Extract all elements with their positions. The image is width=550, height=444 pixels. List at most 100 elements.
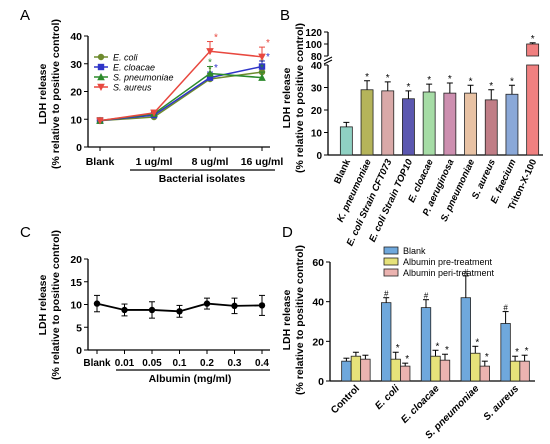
- legend-marker: [97, 83, 105, 91]
- y-tick-label: 30: [70, 59, 82, 71]
- panel-label: C: [20, 224, 31, 241]
- axis-break-mark: [323, 56, 333, 62]
- x-tick-label: Blank: [86, 156, 115, 168]
- significance-star: *: [448, 74, 452, 85]
- x-axis-title: Albumin (mg/ml): [149, 373, 232, 385]
- x-tick-label: 16 ug/ml: [241, 156, 284, 168]
- x-tick-label: 0.01: [115, 358, 135, 369]
- y-tick-label: 20: [312, 336, 324, 348]
- x-tick-label: Control: [329, 383, 362, 416]
- data-point: [231, 302, 238, 310]
- significance-mark: *: [405, 354, 409, 365]
- significance-star: *: [469, 76, 473, 87]
- bar-upper: [526, 43, 540, 57]
- y-tick-label: 80: [311, 52, 323, 63]
- y-tick-label: 120: [305, 28, 322, 39]
- bar: [350, 355, 362, 382]
- significance-star: *: [510, 76, 514, 87]
- legend-swatch: [383, 257, 399, 266]
- bar: [464, 92, 477, 156]
- bar: [509, 360, 521, 382]
- data-point: [93, 300, 101, 307]
- panel-label: D: [282, 224, 293, 241]
- bar: [439, 359, 451, 382]
- panel-label: A: [20, 7, 30, 24]
- legend-label: E. coli: [113, 53, 139, 63]
- panel-c: C 0 5 10 15 20 Blank 0.01 0.05 0.1 0.2 0.3 0.4 Albumi…: [20, 224, 270, 385]
- bar: [400, 365, 411, 382]
- x-axis-title: Bacterial isolates: [159, 173, 246, 185]
- bar: [381, 302, 392, 382]
- y-tick-label: 10: [70, 300, 82, 312]
- x-tick-label: E. coli: [373, 383, 402, 412]
- data-point: [258, 73, 266, 81]
- y-tick-label: 5: [76, 322, 82, 334]
- significance-star: *: [531, 34, 535, 45]
- significance-star: *: [260, 63, 264, 74]
- y-tick-label: 100: [305, 40, 322, 51]
- significance-star: *: [489, 81, 493, 92]
- bar: [402, 98, 415, 156]
- legend-label: Albumin peri-treatment: [403, 268, 495, 278]
- y-tick-label: 40: [70, 31, 82, 43]
- significance-star: *: [386, 73, 390, 84]
- bar: [420, 307, 432, 382]
- y-tick-label: 10: [70, 114, 82, 126]
- x-tick-label: Blank: [83, 358, 111, 369]
- y-tick-label: 0: [316, 151, 322, 162]
- y-tick-label: 0: [76, 142, 82, 154]
- y-axis-title-line-2: (% relative to positive control): [294, 245, 306, 395]
- data-point: [148, 306, 156, 314]
- significance-mark: *: [436, 341, 440, 352]
- significance-star: *: [427, 75, 431, 86]
- bar: [460, 297, 471, 382]
- y-tick-label: 10: [311, 129, 323, 140]
- data-point: [150, 109, 158, 117]
- data-point: [176, 308, 183, 315]
- y-tick-label: 20: [70, 87, 82, 99]
- legend-label: S. aureus: [113, 83, 152, 93]
- significance-star: *: [365, 72, 369, 83]
- legend-marker: [97, 73, 105, 81]
- x-tick-label: 0.2: [200, 358, 214, 369]
- series-line-4: [99, 50, 263, 122]
- significance-mark: *: [445, 345, 449, 356]
- y-axis-title-line-1: LDH release: [37, 274, 49, 335]
- x-tick-label: 0.4: [255, 358, 269, 369]
- significance-mark: #: [384, 290, 389, 299]
- bar: [341, 360, 352, 382]
- data-point: [206, 48, 214, 56]
- bar: [505, 93, 519, 156]
- bar: [422, 91, 436, 156]
- bar: [443, 92, 457, 156]
- significance-star: *: [406, 82, 410, 93]
- bar: [519, 360, 530, 382]
- y-tick-label: 0: [76, 345, 82, 357]
- bar: [470, 352, 481, 382]
- significance-mark: #: [503, 304, 508, 313]
- y-axis-title-line-1: LDH release: [37, 63, 49, 124]
- y-tick-label: 20: [70, 254, 82, 266]
- legend-swatch: [383, 268, 399, 277]
- legend-label: Albumin pre-treatment: [403, 257, 493, 267]
- legend-marker: [97, 63, 105, 71]
- bar: [526, 64, 540, 156]
- bar: [360, 89, 374, 156]
- legend-label: Blank: [403, 246, 426, 256]
- bar: [390, 358, 401, 382]
- x-tick-label: S. aureus: [482, 383, 522, 423]
- bar: [500, 323, 511, 382]
- bar: [430, 355, 441, 382]
- significance-mark: #: [464, 268, 469, 277]
- y-tick-label: 20: [311, 106, 323, 117]
- bar: [484, 99, 498, 156]
- y-tick-label: 15: [70, 277, 82, 289]
- data-point: [258, 53, 266, 61]
- x-tick-label: 8 ug/ml: [192, 156, 229, 168]
- significance-star: *: [214, 33, 218, 44]
- significance-star: *: [266, 38, 270, 49]
- data-point: [258, 63, 266, 70]
- x-tick-label: 0.05: [142, 358, 162, 369]
